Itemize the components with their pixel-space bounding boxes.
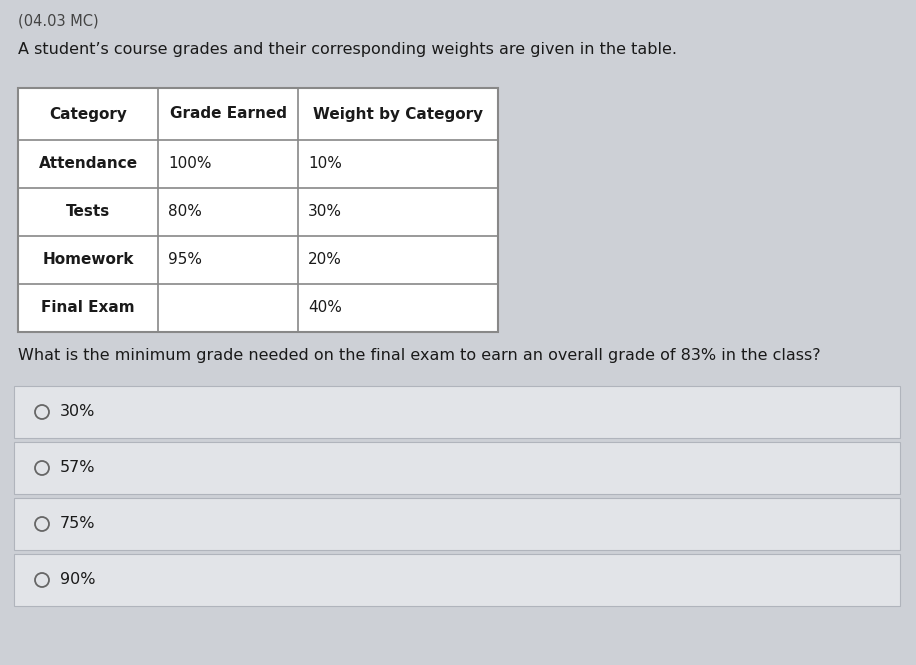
Text: Grade Earned: Grade Earned — [169, 106, 287, 122]
Text: 100%: 100% — [168, 156, 212, 172]
Text: A student’s course grades and their corresponding weights are given in the table: A student’s course grades and their corr… — [18, 42, 677, 57]
Text: Tests: Tests — [66, 205, 110, 219]
Text: 30%: 30% — [308, 205, 342, 219]
Text: 30%: 30% — [60, 404, 95, 420]
Text: Category: Category — [49, 106, 127, 122]
Text: Final Exam: Final Exam — [41, 301, 135, 315]
Bar — [14, 386, 900, 438]
Text: (04.03 MC): (04.03 MC) — [18, 14, 99, 29]
Text: What is the minimum grade needed on the final exam to earn an overall grade of 8: What is the minimum grade needed on the … — [18, 348, 821, 363]
Bar — [18, 88, 498, 332]
Bar — [14, 498, 900, 550]
Text: 80%: 80% — [168, 205, 202, 219]
Text: Homework: Homework — [42, 253, 134, 267]
Text: 75%: 75% — [60, 517, 95, 531]
Text: 90%: 90% — [60, 573, 95, 587]
Text: 20%: 20% — [308, 253, 342, 267]
Bar — [14, 554, 900, 606]
Text: 40%: 40% — [308, 301, 342, 315]
Text: 10%: 10% — [308, 156, 342, 172]
Text: 57%: 57% — [60, 460, 95, 475]
Text: Attendance: Attendance — [38, 156, 137, 172]
Text: Weight by Category: Weight by Category — [313, 106, 483, 122]
Text: 95%: 95% — [168, 253, 202, 267]
Bar — [14, 442, 900, 494]
